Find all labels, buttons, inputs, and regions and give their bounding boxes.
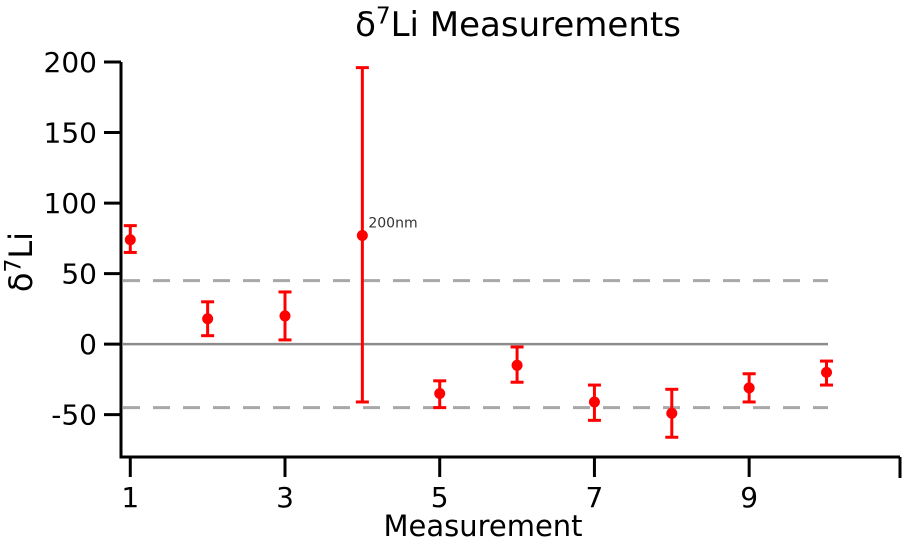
y-tick-label: 150 bbox=[44, 116, 97, 149]
chart-title-text: Li Measurements bbox=[390, 5, 681, 45]
chart-title: δ7Li Measurements bbox=[130, 0, 906, 50]
y-tick-label: 200 bbox=[44, 46, 97, 79]
chart-title-delta: δ bbox=[355, 5, 376, 45]
data-point bbox=[434, 388, 446, 400]
point-annotation: 200nm bbox=[368, 216, 417, 232]
y-tick-label: 100 bbox=[44, 187, 97, 220]
axis-spines bbox=[119, 62, 900, 459]
data-point bbox=[588, 396, 600, 408]
data-point bbox=[511, 359, 523, 371]
x-axis-title: Measurement bbox=[383, 509, 583, 543]
y-axis-title: δ7Li bbox=[1, 231, 40, 293]
x-tick-label: 7 bbox=[586, 481, 604, 514]
y-axis-title-superscript: 7 bbox=[1, 258, 27, 273]
data-point bbox=[279, 310, 291, 322]
y-axis-title-delta: δ bbox=[2, 272, 40, 293]
x-tick-label: 1 bbox=[121, 481, 139, 514]
data-point bbox=[821, 366, 833, 378]
y-tick-label: 0 bbox=[79, 328, 97, 361]
x-tick-label: 3 bbox=[276, 481, 294, 514]
x-tick-label: 9 bbox=[740, 481, 758, 514]
data-point bbox=[124, 234, 136, 246]
data-point bbox=[202, 313, 214, 325]
chart-title-superscript: 7 bbox=[375, 3, 391, 30]
x-tick-label: 5 bbox=[431, 481, 449, 514]
y-axis-title-text: Li bbox=[2, 231, 40, 259]
data-point bbox=[743, 382, 755, 394]
y-tick-label: 50 bbox=[61, 257, 97, 290]
data-point bbox=[666, 407, 678, 419]
y-tick-label: -50 bbox=[51, 398, 97, 431]
data-point bbox=[356, 230, 368, 242]
